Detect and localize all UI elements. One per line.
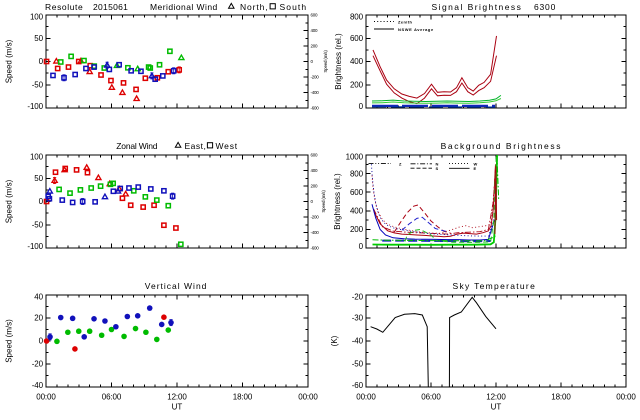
svg-text:06:00: 06:00 xyxy=(102,392,122,401)
svg-text:-50: -50 xyxy=(32,220,44,229)
svg-text:0: 0 xyxy=(39,57,44,66)
svg-text:18:00: 18:00 xyxy=(233,392,253,401)
svg-text:Speed (m/s): Speed (m/s) xyxy=(321,190,326,213)
svg-text:Resolute: Resolute xyxy=(45,2,83,12)
svg-text:-400: -400 xyxy=(311,90,320,95)
svg-text:W: W xyxy=(474,161,478,166)
svg-text:200: 200 xyxy=(311,184,319,189)
svg-text:0: 0 xyxy=(39,337,44,346)
svg-text:12:00: 12:00 xyxy=(486,392,506,401)
svg-text:00:00: 00:00 xyxy=(36,392,56,401)
svg-text:-40: -40 xyxy=(32,381,44,390)
svg-text:400: 400 xyxy=(350,57,364,66)
svg-text:600: 600 xyxy=(350,188,364,197)
svg-text:-50: -50 xyxy=(352,360,364,369)
svg-text:-30: -30 xyxy=(352,314,364,323)
svg-text:18:00: 18:00 xyxy=(551,392,571,401)
svg-text:Vertical Wind: Vertical Wind xyxy=(145,281,208,291)
svg-text:-400: -400 xyxy=(311,230,320,235)
svg-text:Signal Brightness: Signal Brightness xyxy=(432,2,523,12)
svg-text:Speed (m/s): Speed (m/s) xyxy=(5,179,14,223)
svg-text:00:00: 00:00 xyxy=(616,392,636,401)
svg-text:-20: -20 xyxy=(352,293,364,302)
svg-text:-600: -600 xyxy=(311,246,320,251)
svg-text:12:00: 12:00 xyxy=(167,392,187,401)
svg-text:Background Brightness: Background Brightness xyxy=(441,141,562,151)
svg-text:1000: 1000 xyxy=(346,153,364,162)
svg-text:400: 400 xyxy=(350,207,364,216)
svg-text:00:00: 00:00 xyxy=(356,392,376,401)
svg-text:100: 100 xyxy=(30,153,44,162)
svg-text:2015061: 2015061 xyxy=(93,2,128,12)
svg-text:600: 600 xyxy=(350,34,364,43)
svg-text:06:00: 06:00 xyxy=(421,392,441,401)
svg-text:-60: -60 xyxy=(352,381,364,390)
svg-text:West: West xyxy=(216,141,238,151)
svg-text:0: 0 xyxy=(359,242,364,251)
svg-text:UT: UT xyxy=(172,402,183,411)
svg-text:600: 600 xyxy=(311,153,319,158)
svg-text:Speed (m/s): Speed (m/s) xyxy=(5,319,14,363)
svg-text:Speed (m/s): Speed (m/s) xyxy=(5,39,14,83)
svg-text:0: 0 xyxy=(39,197,44,206)
svg-text:Brightness (rel.): Brightness (rel.) xyxy=(334,33,343,90)
svg-text:-600: -600 xyxy=(311,106,320,111)
svg-text:0: 0 xyxy=(311,199,314,204)
svg-text:200: 200 xyxy=(350,225,364,234)
svg-text:400: 400 xyxy=(311,28,319,33)
svg-text:(K): (K) xyxy=(330,335,339,346)
svg-text:20: 20 xyxy=(34,314,43,323)
svg-text:E: E xyxy=(474,166,477,171)
svg-text:-50: -50 xyxy=(32,81,44,90)
svg-text:-20: -20 xyxy=(32,360,44,369)
svg-text:Meridional Wind: Meridional Wind xyxy=(150,2,218,12)
svg-text:0: 0 xyxy=(311,59,314,64)
svg-text:Zenith: Zenith xyxy=(398,19,413,24)
svg-text:North,: North, xyxy=(240,2,269,12)
svg-text:800: 800 xyxy=(350,169,364,178)
svg-text:400: 400 xyxy=(311,168,319,173)
svg-text:50: 50 xyxy=(34,174,43,183)
svg-text:800: 800 xyxy=(350,13,364,22)
svg-text:Zonal Wind: Zonal Wind xyxy=(116,141,157,151)
svg-text:100: 100 xyxy=(30,13,44,22)
svg-text:200: 200 xyxy=(311,44,319,49)
svg-text:S: S xyxy=(436,166,439,171)
svg-text:-40: -40 xyxy=(352,337,364,346)
svg-text:-100: -100 xyxy=(27,102,43,111)
svg-text:Speed (m/s): Speed (m/s) xyxy=(323,50,328,73)
svg-text:East,: East, xyxy=(185,141,207,151)
svg-text:Z: Z xyxy=(399,161,402,166)
svg-text:-200: -200 xyxy=(311,75,320,80)
svg-text:Sky Temperature: Sky Temperature xyxy=(453,281,537,291)
svg-text:Brightness (rel.): Brightness (rel.) xyxy=(333,173,342,230)
svg-text:UT: UT xyxy=(491,402,502,411)
svg-text:6300: 6300 xyxy=(534,2,556,12)
svg-text:-100: -100 xyxy=(27,242,43,251)
svg-text:00:00: 00:00 xyxy=(298,392,318,401)
svg-text:N: N xyxy=(436,162,439,167)
svg-text:600: 600 xyxy=(311,13,319,18)
svg-text:South: South xyxy=(280,2,308,12)
svg-text:200: 200 xyxy=(350,81,364,90)
svg-text:0: 0 xyxy=(359,102,364,111)
svg-text:40: 40 xyxy=(34,293,43,302)
svg-text:NSWE Average: NSWE Average xyxy=(398,27,434,32)
svg-text:50: 50 xyxy=(34,34,43,43)
svg-text:-200: -200 xyxy=(311,215,320,220)
